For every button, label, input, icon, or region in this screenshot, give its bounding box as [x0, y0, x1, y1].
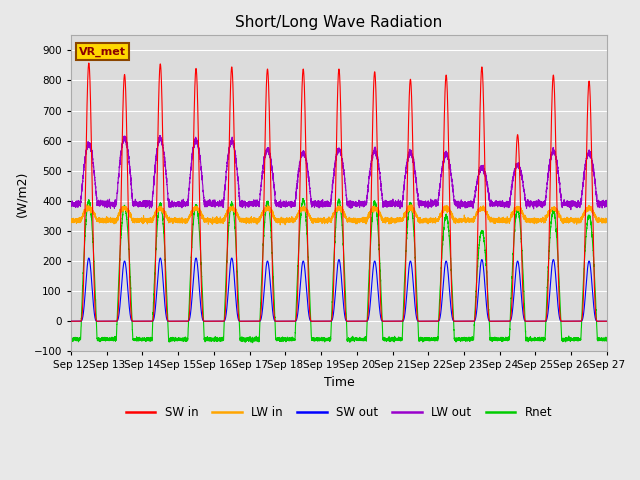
- Legend: SW in, LW in, SW out, LW out, Rnet: SW in, LW in, SW out, LW out, Rnet: [121, 401, 557, 424]
- Title: Short/Long Wave Radiation: Short/Long Wave Radiation: [236, 15, 443, 30]
- Text: VR_met: VR_met: [79, 47, 126, 57]
- X-axis label: Time: Time: [324, 376, 355, 389]
- Y-axis label: (W/m2): (W/m2): [15, 170, 28, 216]
